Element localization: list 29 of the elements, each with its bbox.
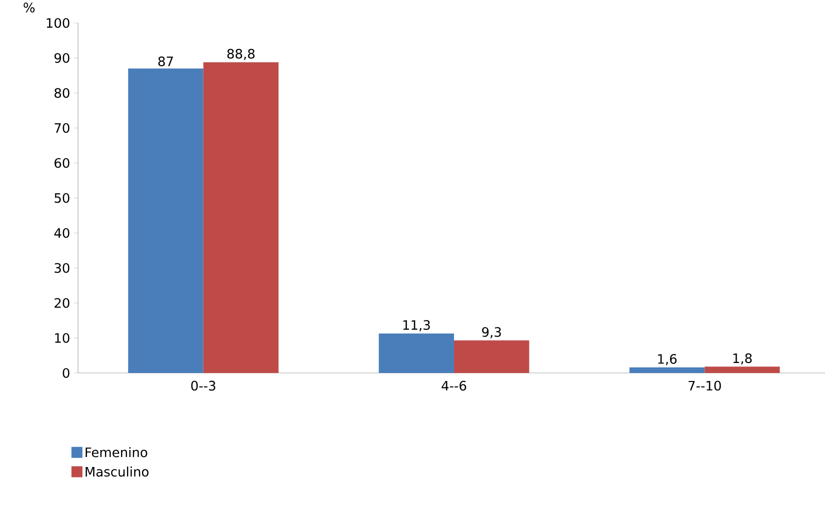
data-label: 87 bbox=[158, 56, 173, 66]
y-tick-label: 20 bbox=[54, 298, 70, 308]
legend-label: Femenino bbox=[86, 447, 148, 458]
y-tick-label: 100 bbox=[46, 18, 70, 28]
y-tick-label: 50 bbox=[54, 193, 70, 203]
y-tick-label: 10 bbox=[55, 333, 70, 343]
y-tick-label: 0 bbox=[62, 368, 70, 378]
x-tick-label: 7--10 bbox=[688, 380, 721, 391]
bar bbox=[704, 366, 780, 373]
bar bbox=[378, 333, 454, 373]
data-label: 1,6 bbox=[658, 354, 677, 366]
x-tick-label: 4--6 bbox=[442, 380, 466, 391]
y-tick-label: 60 bbox=[54, 158, 70, 168]
data-label: 88,8 bbox=[227, 48, 255, 60]
x-tick-label: 0--3 bbox=[191, 380, 216, 391]
bar bbox=[203, 62, 279, 373]
data-label: 1,8 bbox=[733, 353, 752, 364]
legend-label: Masculino bbox=[86, 466, 148, 477]
y-tick-label: 90 bbox=[54, 53, 70, 63]
bar bbox=[629, 367, 705, 373]
y-axis-title: % bbox=[24, 2, 35, 12]
bar bbox=[128, 68, 204, 373]
data-label: 11,3 bbox=[403, 320, 430, 332]
y-tick-label: 30 bbox=[54, 263, 70, 273]
y-tick-label: 70 bbox=[54, 123, 70, 133]
y-tick-label: 40 bbox=[54, 228, 70, 238]
y-tick-label: 80 bbox=[54, 88, 70, 98]
data-label: 9,3 bbox=[482, 327, 501, 338]
bar bbox=[454, 340, 530, 373]
